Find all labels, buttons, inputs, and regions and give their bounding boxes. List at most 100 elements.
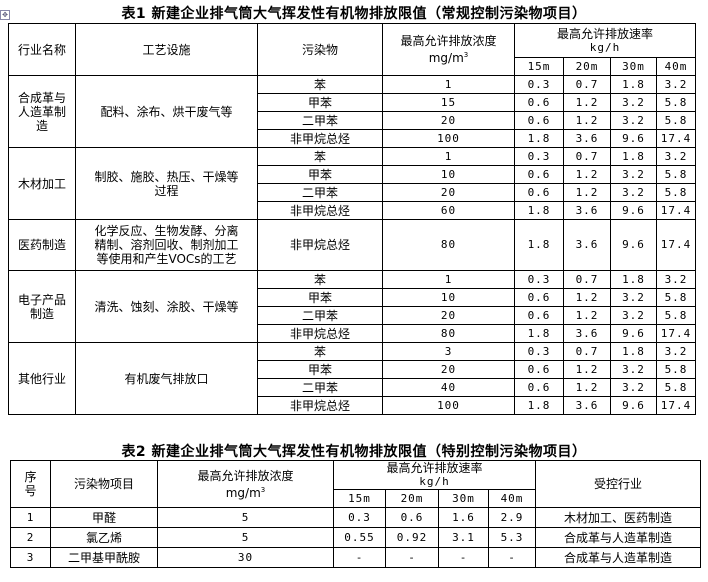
- pollutant-cell: 甲苯: [257, 93, 383, 112]
- rate-cell: 1.8: [610, 270, 657, 289]
- height-header-row: 15m 20m 30m 40m: [9, 57, 697, 76]
- process-cell: 化学反应、生物发酵、分离精制、溶剂回收、制剂加工等使用和产生VOCs的工艺: [75, 219, 258, 271]
- height-header: 15m: [514, 57, 564, 76]
- table-row: 甲苯 15 0.6 1.2 3.2 5.8: [9, 93, 697, 112]
- pollutant-cell: 甲苯: [257, 288, 383, 307]
- rate-cell: 3.2: [655, 147, 697, 166]
- rate-cell: -: [333, 547, 386, 568]
- rate-cell: 1.2: [563, 360, 611, 379]
- pollutant-cell: 二甲苯: [257, 111, 383, 130]
- unit: mg/m: [225, 485, 261, 500]
- rate-cell: 3.2: [655, 342, 697, 361]
- rate-cell: 3.2: [610, 378, 657, 397]
- rate-cell: 9.6: [610, 201, 657, 220]
- table-row: 木材加工 制胶、施胶、热压、干燥等过程苯 1 0.3 0.7 1.8 3.2: [8, 147, 697, 220]
- rate-cell: 0.7: [563, 342, 611, 361]
- table-row: 二甲苯 20 0.6 1.2 3.2 5.8: [9, 111, 697, 130]
- table-row: 医药制造 化学反应、生物发酵、分离精制、溶剂回收、制剂加工等使用和产生VOCs的工…: [8, 219, 697, 271]
- conc-header: 最高允许排放浓度 mg/m3: [382, 23, 515, 76]
- no-header: 序号: [10, 460, 51, 508]
- rate-cell: 0.7: [563, 147, 611, 166]
- rate-cell: 0.6: [514, 165, 564, 184]
- conc-cell: 10: [382, 165, 515, 184]
- height-header-row: 15m 20m 30m 40m: [11, 489, 701, 508]
- rate-cell: 1.8: [610, 147, 657, 166]
- pollutant-cell: 非甲烷总烃: [257, 396, 383, 415]
- table-row: 非甲烷总烃 100 1.8 3.6 9.6 17.4: [9, 129, 697, 148]
- industry-header: 行业名称: [8, 23, 76, 76]
- no-cell: 2: [10, 527, 51, 548]
- rate-cell: 9.6: [610, 396, 657, 415]
- industry-cell: 医药制造: [8, 219, 76, 271]
- unit-exponent: 3: [463, 51, 469, 59]
- table-row: 3 二甲基甲酰胺 30- - - - 合成革与人造革制造: [10, 547, 702, 568]
- rate-unit: kg/h: [589, 40, 621, 54]
- table-row: 其他行业 有机废气排放口苯 3 0.3 0.7 1.8 3.2: [8, 342, 697, 415]
- rate-cell: 5.8: [655, 165, 697, 184]
- rate-cell: 17.4: [655, 396, 697, 415]
- pollutant-cell: 氯乙烯: [50, 527, 158, 548]
- rate-cell: 3.2: [610, 165, 657, 184]
- conc-cell: 5: [157, 527, 334, 548]
- industry-cell: 电子产品制造: [8, 270, 76, 343]
- industry-cell: 木材加工: [8, 147, 76, 220]
- header-row: 序号 污染物项目 最高允许排放浓度 mg/m3 最高允许排放速率 kg/h 受控行业: [10, 460, 702, 508]
- rate-cell: 3.2: [610, 111, 657, 130]
- conc-cell: 1: [382, 75, 515, 94]
- rate-cell: 0.3: [514, 342, 564, 361]
- conc-unit: mg/m3: [384, 48, 514, 65]
- rate-cell: 5.8: [655, 183, 697, 202]
- conc-header: 最高允许排放浓度 mg/m3: [157, 460, 334, 508]
- rate-cell: 0.6: [514, 306, 564, 325]
- table-move-handle-icon[interactable]: ✥: [0, 10, 10, 20]
- pollutant-cell: 甲苯: [257, 165, 383, 184]
- rate-cell: 17.4: [655, 219, 697, 271]
- height-header: 40m: [487, 489, 537, 508]
- pollutant-cell: 苯: [257, 342, 383, 361]
- rate-cell: 0.3: [333, 507, 386, 528]
- rate-cell: 0.3: [514, 147, 564, 166]
- rate-cell: 1.2: [563, 93, 611, 112]
- conc-cell: 20: [382, 360, 515, 379]
- rate-cell: 3.6: [563, 219, 611, 271]
- header-row: 行业名称 工艺设施 污染物 最高允许排放浓度 mg/m3 最高允许排放速率 kg/h: [8, 23, 697, 76]
- rate-cell: 5.8: [655, 378, 697, 397]
- industry-cell: 合成革与人造革制造: [535, 547, 702, 568]
- rate-cell: 9.6: [610, 219, 657, 271]
- rate-cell: 1.8: [610, 75, 657, 94]
- conc-cell: 60: [382, 201, 515, 220]
- rate-cell: 1.2: [563, 378, 611, 397]
- unit: mg/m: [428, 51, 464, 65]
- height-header: 40m: [655, 57, 697, 76]
- rate-unit: kg/h: [419, 475, 450, 488]
- rate-label: 最高允许排放速率: [557, 26, 654, 41]
- rate-cell: 1.2: [563, 288, 611, 307]
- rate-cell: 17.4: [655, 129, 697, 148]
- conc-cell: 5: [157, 507, 334, 528]
- conc-cell: 30: [157, 547, 334, 568]
- rate-label: 最高允许排放速率: [386, 461, 483, 476]
- rate-cell: 3.6: [563, 396, 611, 415]
- rate-cell: -: [385, 547, 439, 568]
- rate-cell: 1.8: [514, 396, 564, 415]
- rate-header: 最高允许排放速率 kg/h: [332, 460, 537, 490]
- height-header: 15m: [333, 489, 386, 508]
- rate-cell: -: [438, 547, 489, 568]
- table-row: 非甲烷总烃 60 1.8 3.6 9.6 17.4: [9, 201, 697, 220]
- rate-cell: 0.6: [514, 378, 564, 397]
- table-row: 非甲烷总烃 80 1.8 3.6 9.6 17.4: [9, 324, 697, 343]
- table1: 行业名称 工艺设施 污染物 最高允许排放浓度 mg/m3 最高允许排放速率 kg/h 15m 2…: [8, 23, 697, 415]
- pollutant-cell: 苯: [257, 147, 383, 166]
- rate-cell: 1.2: [563, 165, 611, 184]
- industry-cell: 合成革与人造革制造: [535, 527, 702, 548]
- table-row: 甲苯 20 0.6 1.2 3.2 5.8: [9, 360, 697, 379]
- height-header: 20m: [563, 57, 611, 76]
- rate-cell: 3.6: [563, 324, 611, 343]
- pollutant-cell: 甲醛: [50, 507, 158, 528]
- rate-cell: 3.2: [610, 360, 657, 379]
- table1-title: 表1 新建企业排气筒大气挥发性有机物排放限值（常规控制污染物项目）: [121, 6, 587, 22]
- conc-cell: 3: [382, 342, 515, 361]
- rate-cell: 0.92: [385, 527, 439, 548]
- conc-cell: 15: [382, 93, 515, 112]
- table-row: 合成革与人造革制造 配料、涂布、烘干废气等苯 1 0.3 0.7 1.8 3.2: [8, 75, 697, 148]
